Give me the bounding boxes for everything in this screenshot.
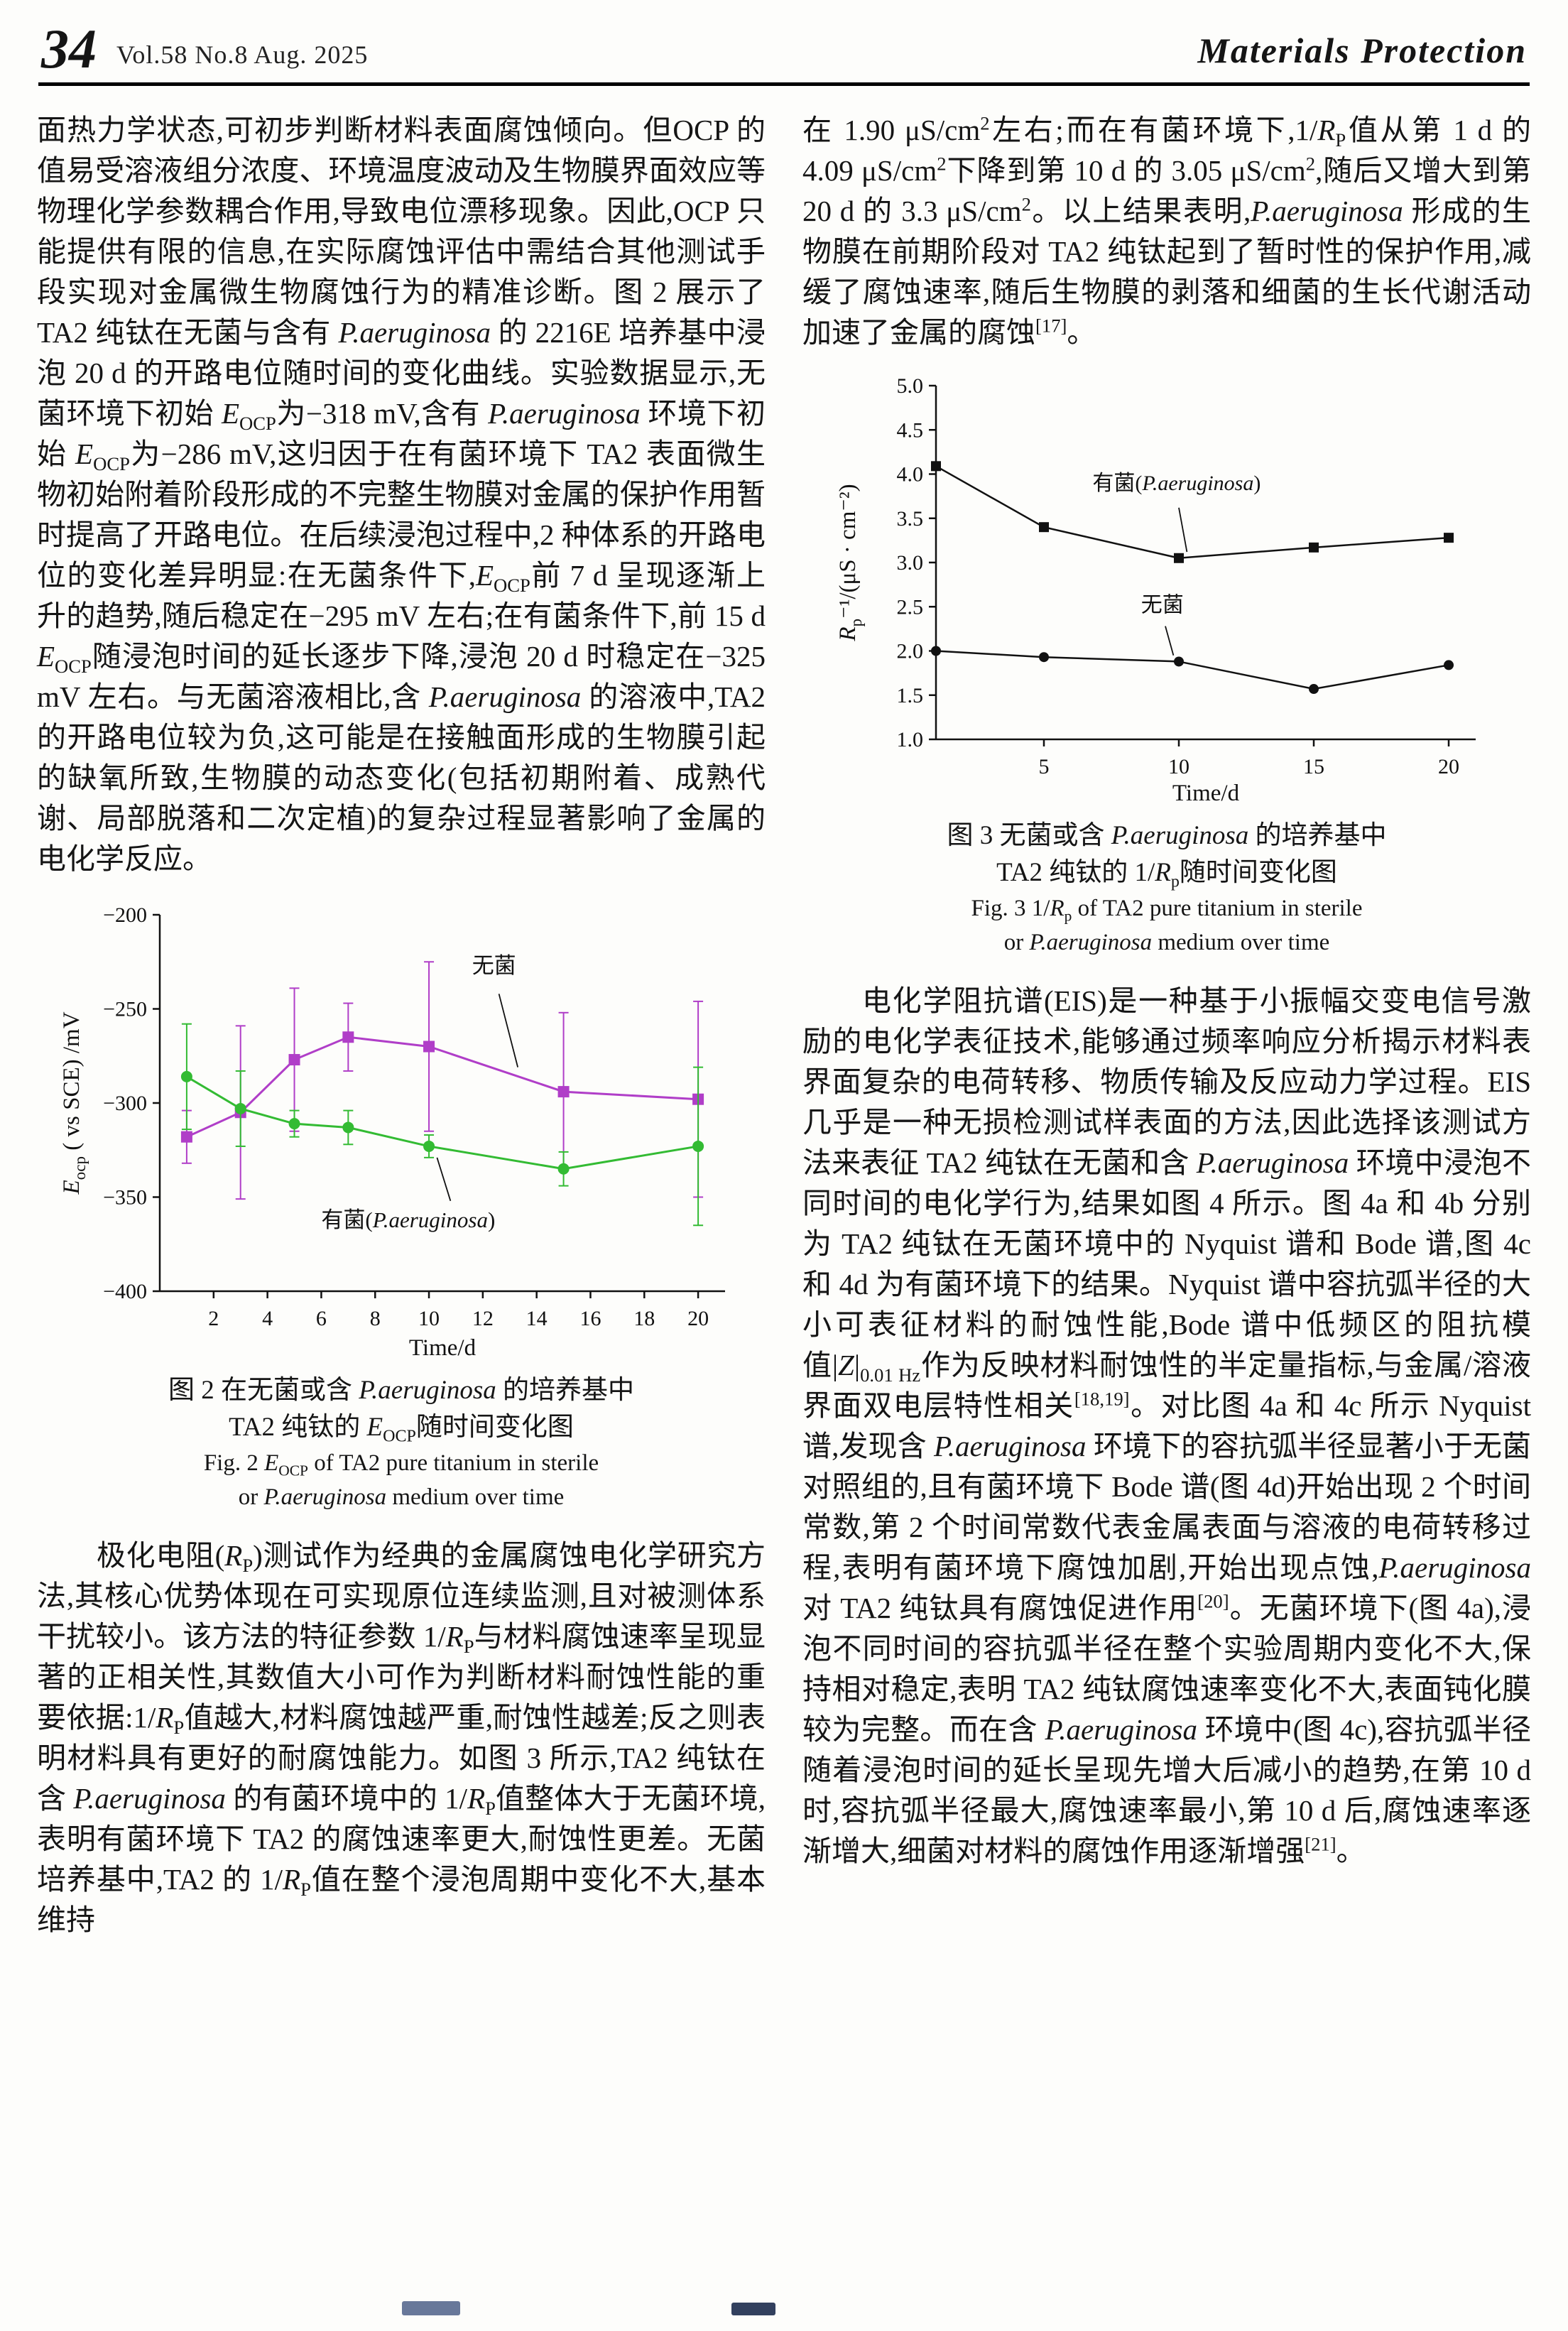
svg-text:20: 20 [1438,755,1459,778]
fig3-caption-cn-line2: TA2 纯钛的 1/Rp随时间变化图 [996,858,1337,891]
svg-text:1.5: 1.5 [897,684,924,707]
svg-text:Time/d: Time/d [409,1335,477,1361]
svg-text:3.0: 3.0 [897,551,924,575]
fig2-caption-en-line2: or P.aeruginosa medium over time [238,1484,565,1511]
left-column: 面热力学状态,可初步判断材料表面腐蚀倾向。但OCP 的值易受溶液组分浓度、环境温… [37,110,766,1940]
svg-text:1.0: 1.0 [897,728,924,751]
fig2-caption-cn-line1: 图 2 在无菌或含 P.aeruginosa 的培养基中 [168,1376,635,1406]
issue-info: Vol.58 No.8 Aug. 2025 [116,40,369,70]
header-rule [38,82,1530,87]
footer-mark-left [402,2301,460,2315]
figure-3: 5 10 15 20 1.0 1.5 2.0 2.5 3.0 3.5 4.0 4.5 5.0 Time/d… [802,370,1531,960]
svg-text:无菌: 无菌 [1141,594,1184,617]
svg-text:4.5: 4.5 [897,418,924,442]
fig2-caption-cn-line2: TA2 纯钛的 EOCP随时间变化图 [229,1413,574,1446]
footer-mark-center [731,2303,775,2315]
body-paragraph: 在 1.90 μS/cm2左右;而在有菌环境下,1/RP值从第 1 d 的 4.… [802,112,1532,349]
svg-text:2: 2 [208,1307,219,1330]
svg-text:Eocp ( vs SCE) /mV: Eocp ( vs SCE) /mV [59,1012,89,1195]
fig2-caption-en-line1: Fig. 2 EOCP of TA2 pure titanium in ster… [203,1450,599,1479]
svg-text:有菌(P.aeruginosa): 有菌(P.aeruginosa) [1092,472,1261,495]
svg-text:有菌(P.aeruginosa): 有菌(P.aeruginosa) [321,1207,495,1232]
svg-text:10: 10 [1168,755,1189,778]
figure-2: 2 4 6 8 10 12 14 16 18 20 −400 −350 −300 −250 −200 Time… [37,896,766,1514]
fig3-caption-en-line1: Fig. 3 1/Rp of TA2 pure titanium in ster… [971,896,1363,925]
page-number: 34 [41,18,97,80]
svg-text:−400: −400 [103,1280,147,1303]
header-left: 34 Vol.58 No.8 Aug. 2025 [41,18,369,80]
fig3-rp-chart: 5 10 15 20 1.0 1.5 2.0 2.5 3.0 3.5 4.0 4.5 5.0 Time/d… [802,370,1531,810]
svg-text:15: 15 [1303,755,1324,778]
svg-text:14: 14 [526,1307,548,1330]
body-paragraph: 面热力学状态,可初步判断材料表面腐蚀倾向。但OCP 的值易受溶液组分浓度、环境温… [37,114,766,876]
svg-text:10: 10 [418,1307,440,1330]
right-column: 在 1.90 μS/cm2左右;而在有菌环境下,1/RP值从第 1 d 的 4.… [802,110,1531,1940]
figure-3-caption: 图 3 无菌或含 P.aeruginosa 的培养基中 TA2 纯钛的 1/Rp… [802,817,1531,960]
figure-2-caption: 图 2 在无菌或含 P.aeruginosa 的培养基中 TA2 纯钛的 EOC… [37,1372,766,1514]
fig2-eocp-chart: 2 4 6 8 10 12 14 16 18 20 −400 −350 −300 −250 −200 Time… [37,896,766,1365]
svg-text:4: 4 [262,1307,273,1330]
svg-text:20: 20 [687,1307,709,1330]
svg-text:2.0: 2.0 [897,640,924,663]
svg-text:16: 16 [579,1307,601,1330]
page-header: 34 Vol.58 No.8 Aug. 2025 Materials Prote… [37,18,1531,82]
svg-text:−350: −350 [103,1186,147,1210]
fig3-caption-cn-line1: 图 3 无菌或含 P.aeruginosa 的培养基中 [947,821,1387,851]
svg-text:−250: −250 [103,998,147,1021]
svg-text:8: 8 [370,1307,381,1330]
two-column-body: 面热力学状态,可初步判断材料表面腐蚀倾向。但OCP 的值易受溶液组分浓度、环境温… [37,110,1531,1940]
svg-text:Time/d: Time/d [1172,781,1240,806]
svg-text:6: 6 [316,1307,327,1330]
body-paragraph: 电化学阻抗谱(EIS)是一种基于小振幅交变电信号激励的电化学表征技术,能够通过频… [802,984,1532,1868]
svg-text:Rp⁻¹/(μS · cm⁻²): Rp⁻¹/(μS · cm⁻²) [835,484,865,642]
svg-text:−300: −300 [103,1092,147,1115]
svg-text:4.0: 4.0 [897,463,924,487]
svg-text:无菌: 无菌 [472,953,516,978]
svg-text:3.5: 3.5 [897,507,924,531]
svg-text:2.5: 2.5 [897,595,924,619]
svg-text:5.0: 5.0 [897,374,924,398]
svg-text:5: 5 [1039,755,1050,778]
svg-text:12: 12 [472,1307,494,1330]
fig3-caption-en-line2: or P.aeruginosa medium over time [1003,930,1330,956]
svg-text:18: 18 [633,1307,655,1330]
svg-text:−200: −200 [103,903,147,927]
body-paragraph: 极化电阻(RP)测试作为经典的金属腐蚀电化学研究方法,其核心优势体现在可实现原位… [37,1539,766,1937]
journal-name: Materials Protection [1197,31,1527,71]
